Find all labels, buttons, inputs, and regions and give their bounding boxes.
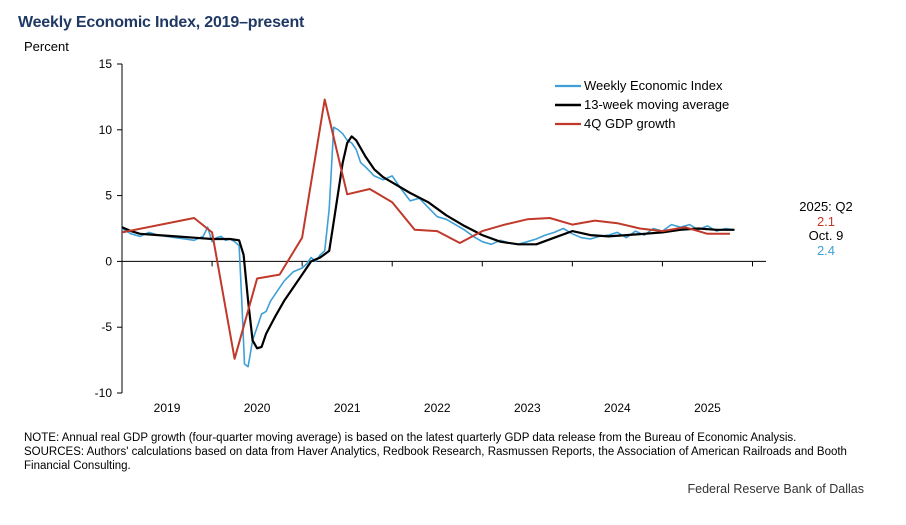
x-tick-label: 2021 bbox=[334, 401, 361, 415]
line-chart: 15 10 5 0 -5 -10 2019 2020 2021 2022 2023 2024 2025 W… bbox=[95, 57, 853, 415]
annotation-gdp-value: 2.1 bbox=[817, 214, 835, 229]
y-tick-label: -5 bbox=[101, 320, 112, 334]
weekly-economic-index-line bbox=[121, 126, 735, 368]
sources-text: SOURCES: Authors' calculations based on … bbox=[24, 446, 847, 472]
x-tick-label: 2020 bbox=[244, 401, 271, 415]
chart-title: Weekly Economic Index, 2019–present bbox=[18, 14, 305, 31]
x-tick-label: 2019 bbox=[154, 401, 181, 415]
note-text: NOTE: Annual real GDP growth (four-quart… bbox=[24, 432, 797, 444]
x-tick-label: 2023 bbox=[514, 401, 541, 415]
y-tick-label: 5 bbox=[105, 189, 112, 203]
annotation-gdp-period: 2025: Q2 bbox=[799, 199, 853, 214]
legend-gdp-growth-label: 4Q GDP growth bbox=[584, 116, 676, 131]
x-tick-label: 2022 bbox=[424, 401, 451, 415]
gdp-growth-line bbox=[121, 98, 730, 360]
credit-label: Federal Reserve Bank of Dallas bbox=[687, 482, 864, 496]
annotation-wei-date: Oct. 9 bbox=[809, 228, 844, 243]
y-tick-label: 15 bbox=[99, 57, 113, 71]
legend-moving-average-label: 13-week moving average bbox=[584, 97, 729, 112]
legend-weekly-economic-index-label: Weekly Economic Index bbox=[584, 78, 723, 93]
y-tick-label: 0 bbox=[105, 254, 112, 268]
y-tick-label: 10 bbox=[99, 123, 113, 137]
x-tick-label: 2025 bbox=[694, 401, 721, 415]
moving-average-line bbox=[121, 135, 735, 350]
x-tick-label: 2024 bbox=[604, 401, 631, 415]
y-axis-unit-label: Percent bbox=[24, 39, 69, 54]
footnotes: NOTE: Annual real GDP growth (four-quart… bbox=[24, 431, 864, 473]
y-tick-label: -10 bbox=[95, 386, 113, 400]
annotation-wei-value: 2.4 bbox=[817, 243, 835, 258]
